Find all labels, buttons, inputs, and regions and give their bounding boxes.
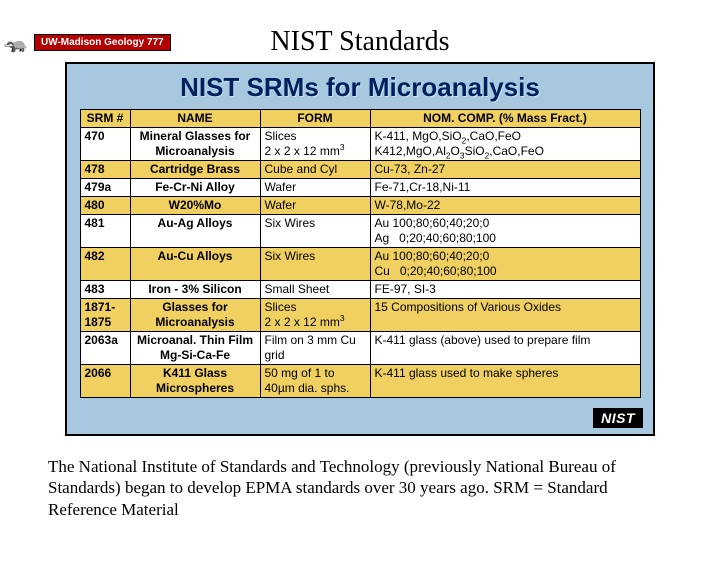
course-badge: 🦡 UW-Madison Geology 777: [2, 28, 171, 56]
cell-srm: 2063a: [80, 332, 130, 365]
table-row: 2066K411 Glass Microspheres50 mg of 1 to…: [80, 365, 640, 398]
cell-form: 50 mg of 1 to 40µm dia. sphs.: [260, 365, 370, 398]
cell-name: Fe-Cr-Ni Alloy: [130, 179, 260, 197]
cell-form: Cube and Cyl: [260, 161, 370, 179]
cell-name: Iron - 3% Silicon: [130, 281, 260, 299]
cell-name: Cartridge Brass: [130, 161, 260, 179]
cell-srm: 1871-1875: [80, 299, 130, 332]
col-header-comp: NOM. COMP. (% Mass Fract.): [370, 110, 640, 128]
caption-text: The National Institute of Standards and …: [48, 456, 672, 520]
col-header-name: NAME: [130, 110, 260, 128]
srm-panel: NIST SRMs for Microanalysis SRM # NAME F…: [65, 62, 655, 436]
table-row: 483Iron - 3% SiliconSmall SheetFE-97, SI…: [80, 281, 640, 299]
cell-form: Wafer: [260, 179, 370, 197]
cell-name: Mineral Glasses for Microanalysis: [130, 128, 260, 161]
cell-comp: Au 100;80;60;40;20;0Cu 0;20;40;60;80;100: [370, 248, 640, 281]
cell-comp: K-411 glass used to make spheres: [370, 365, 640, 398]
srm-table: SRM # NAME FORM NOM. COMP. (% Mass Fract…: [80, 109, 641, 398]
table-row: 478Cartridge BrassCube and CylCu-73, Zn-…: [80, 161, 640, 179]
cell-comp: W-78,Mo-22: [370, 197, 640, 215]
cell-srm: 483: [80, 281, 130, 299]
cell-name: Microanal. Thin Film Mg-Si-Ca-Fe: [130, 332, 260, 365]
cell-comp: Cu-73, Zn-27: [370, 161, 640, 179]
cell-comp: FE-97, SI-3: [370, 281, 640, 299]
cell-name: Au-Cu Alloys: [130, 248, 260, 281]
cell-name: Glasses for Microanalysis: [130, 299, 260, 332]
cell-name: W20%Mo: [130, 197, 260, 215]
cell-srm: 470: [80, 128, 130, 161]
cell-form: Six Wires: [260, 215, 370, 248]
cell-srm: 481: [80, 215, 130, 248]
table-row: 481Au-Ag AlloysSix WiresAu 100;80;60;40;…: [80, 215, 640, 248]
table-row: 479aFe-Cr-Ni AlloyWaferFe-71,Cr-18,Ni-11: [80, 179, 640, 197]
table-row: 480W20%MoWaferW-78,Mo-22: [80, 197, 640, 215]
cell-name: K411 Glass Microspheres: [130, 365, 260, 398]
cell-comp: Fe-71,Cr-18,Ni-11: [370, 179, 640, 197]
cell-form: Small Sheet: [260, 281, 370, 299]
col-header-srm: SRM #: [80, 110, 130, 128]
crest-icon: 🦡: [2, 28, 30, 56]
table-header-row: SRM # NAME FORM NOM. COMP. (% Mass Fract…: [80, 110, 640, 128]
cell-form: Slices2 x 2 x 12 mm3: [260, 299, 370, 332]
cell-form: Slices2 x 2 x 12 mm3: [260, 128, 370, 161]
cell-comp: K-411 glass (above) used to prepare film: [370, 332, 640, 365]
cell-name: Au-Ag Alloys: [130, 215, 260, 248]
cell-form: Six Wires: [260, 248, 370, 281]
cell-srm: 479a: [80, 179, 130, 197]
cell-srm: 480: [80, 197, 130, 215]
cell-form: Wafer: [260, 197, 370, 215]
cell-srm: 2066: [80, 365, 130, 398]
cell-srm: 482: [80, 248, 130, 281]
cell-srm: 478: [80, 161, 130, 179]
panel-title: NIST SRMs for Microanalysis: [67, 64, 653, 109]
cell-form: Film on 3 mm Cu grid: [260, 332, 370, 365]
cell-comp: Au 100;80;60;40;20;0Ag 0;20;40;60;80;100: [370, 215, 640, 248]
cell-comp: K-411, MgO,SiO2,CaO,FeOK412,MgO,Al2O3SiO…: [370, 128, 640, 161]
table-row: 1871-1875Glasses for MicroanalysisSlices…: [80, 299, 640, 332]
table-row: 2063aMicroanal. Thin Film Mg-Si-Ca-FeFil…: [80, 332, 640, 365]
table-row: 482Au-Cu AlloysSix WiresAu 100;80;60;40;…: [80, 248, 640, 281]
col-header-form: FORM: [260, 110, 370, 128]
table-row: 470Mineral Glasses for MicroanalysisSlic…: [80, 128, 640, 161]
nist-logo: NIST: [593, 408, 643, 428]
course-label: UW-Madison Geology 777: [34, 34, 171, 51]
cell-comp: 15 Compositions of Various Oxides: [370, 299, 640, 332]
